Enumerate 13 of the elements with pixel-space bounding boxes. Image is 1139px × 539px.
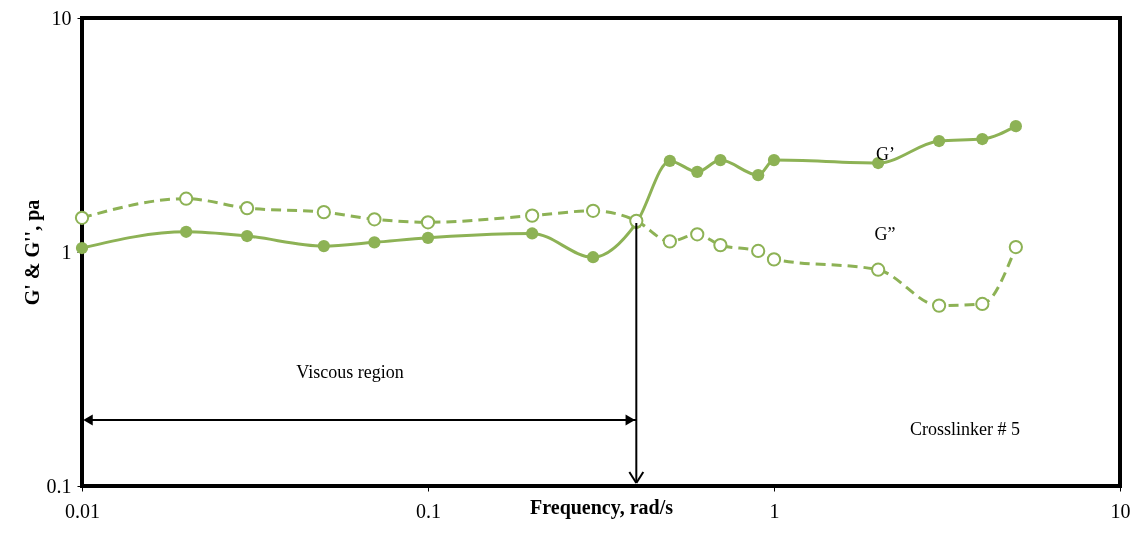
annotation: G’ — [875, 143, 895, 164]
y-axis-title: G' & G'', pa — [20, 199, 44, 306]
y-tick-label: 10 — [51, 6, 72, 29]
annotation: Crosslinker # 5 — [910, 419, 1020, 439]
y-tick-label: 0.1 — [46, 474, 72, 497]
x-tick-label: 0.1 — [416, 499, 441, 522]
x-axis-title: Frequency, rad/s — [530, 495, 674, 519]
annotation: Viscous region — [296, 362, 404, 382]
x-tick-label: 1 — [769, 499, 780, 522]
y-tick-label: 1 — [61, 240, 72, 263]
annotation: G” — [874, 224, 896, 244]
x-tick-label: 10 — [1110, 499, 1131, 522]
x-tick-label: 0.01 — [65, 499, 100, 522]
